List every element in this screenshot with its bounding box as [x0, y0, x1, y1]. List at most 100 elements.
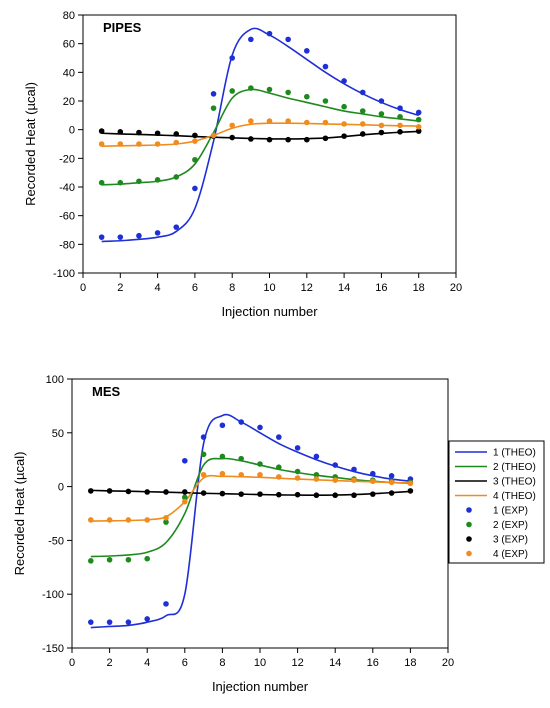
pipes-series-1-exp-point	[248, 36, 254, 43]
pipes-series-4-exp-point	[192, 138, 198, 144]
pipes-series-2-exp-point	[322, 98, 329, 104]
pipes-y-tick-label: -20	[59, 153, 75, 165]
pipes-panel: 0 2 4 6 8 10 12 14 16 18 20 -100 -80 -60 -40 -20 0 20 40 60…	[23, 10, 462, 319]
pipes-series-2-exp-point	[192, 156, 198, 163]
mes-x-tick-label: 8	[219, 657, 225, 669]
mes-series-3-exp-point	[276, 491, 282, 498]
mes-series-3-exp-point	[351, 492, 357, 499]
mes-series-1-exp-point	[106, 619, 113, 625]
mes-x-tick-label: 10	[254, 657, 266, 669]
pipes-panel-title: PIPES	[103, 20, 142, 35]
mes-series-3-exp-point	[200, 490, 207, 496]
mes-series-1-exp-point	[88, 619, 94, 625]
pipes-x-tick-label: 6	[192, 282, 198, 294]
mes-y-tick-label: 100	[46, 374, 64, 386]
mes-series-2-exp-point	[294, 468, 301, 475]
mes-series-1-exp-point	[332, 462, 339, 468]
pipes-x-tick-label: 14	[338, 282, 350, 294]
mes-y-axis-label: Recorded Heat (µcal)	[12, 452, 27, 576]
mes-series-1-exp-point	[163, 601, 169, 607]
pipes-series-2-theo-line	[101, 88, 419, 186]
pipes-series-3-exp-point	[378, 129, 385, 136]
mes-series-4-exp-point	[106, 517, 113, 523]
pipes-series-3-theo-line	[101, 130, 419, 140]
pipes-series-2-exp-point	[397, 113, 403, 120]
mes-series-2-exp-point	[182, 494, 188, 501]
mes-series-1-exp-point	[313, 453, 320, 460]
pipes-series-4-exp-point	[98, 141, 105, 147]
mes-y-tick-label: -150	[42, 643, 64, 655]
legend-dot-swatch	[466, 521, 472, 528]
pipes-series-3-exp-point	[229, 134, 235, 141]
mes-x-tick-label: 6	[182, 657, 188, 669]
mes-series-4-exp-point	[313, 476, 320, 482]
pipes-series-2-exp-point	[378, 111, 385, 117]
pipes-series-2-exp-point	[173, 174, 180, 180]
mes-series-4-exp-point	[276, 474, 282, 480]
mes-y-tick-label: -50	[48, 535, 64, 547]
mes-x-tick-label: 0	[69, 657, 75, 669]
mes-series-2-exp-point	[276, 464, 282, 471]
mes-y-tick-label: 50	[52, 428, 64, 440]
mes-series-1-exp-point	[257, 424, 263, 431]
mes-series-4-exp-point	[200, 471, 207, 478]
mes-series-1-exp-point	[219, 422, 226, 429]
mes-series-2-exp-point	[144, 555, 150, 562]
mes-series-3-exp-point	[106, 488, 113, 494]
pipes-series-1-exp-point	[322, 63, 329, 70]
mes-series-4-exp-point	[370, 478, 376, 485]
pipes-series-2-exp-point	[415, 116, 422, 123]
pipes-series-1-exp-point	[210, 91, 217, 97]
pipes-series-3-exp-point	[98, 128, 105, 134]
pipes-series-2-exp-point	[341, 103, 347, 110]
mes-series-4-exp-point	[294, 475, 301, 481]
pipes-series-4-exp-point	[266, 118, 273, 124]
mes-series-1-exp-point	[182, 457, 188, 464]
pipes-series-2-exp-point	[229, 88, 235, 94]
pipes-series-3-exp-point	[359, 131, 366, 137]
legend-label: 1 (EXP)	[493, 506, 528, 517]
legend-label: 4 (THEO)	[493, 491, 536, 502]
legend-label: 1 (THEO)	[493, 448, 536, 459]
pipes-x-axis-label: Injection number	[221, 304, 318, 319]
mes-x-tick-label: 20	[442, 657, 454, 669]
mes-y-tick-label: 0	[58, 482, 64, 494]
mes-series-3-exp-point	[88, 488, 94, 494]
pipes-x-tick-label: 2	[117, 282, 123, 294]
pipes-series-2-exp-point	[285, 89, 291, 96]
pipes-series-4-exp-point	[210, 132, 217, 139]
mes-x-tick-label: 4	[144, 657, 150, 669]
mes-series-1-theo-line	[90, 413, 411, 629]
mes-series-3-exp-point	[144, 489, 150, 495]
mes-series-4-exp-point	[238, 471, 244, 478]
pipes-series-4-exp-point	[322, 119, 329, 126]
mes-series-2-exp-point	[88, 558, 94, 564]
pipes-series-4-exp-point	[304, 119, 310, 126]
mes-series-3-exp-point	[294, 491, 301, 498]
mes-x-axis-label: Injection number	[212, 679, 309, 694]
mes-series-4-theo-line	[90, 474, 411, 522]
pipes-series-4-exp-point	[397, 122, 403, 129]
pipes-series-3-exp-point	[266, 136, 273, 143]
pipes-x-tick-label: 0	[80, 282, 86, 294]
mes-x-tick-label: 2	[107, 657, 113, 669]
mes-series-4-exp-point	[144, 517, 150, 523]
pipes-series-1-exp-point	[154, 230, 161, 236]
legend-dot-swatch	[466, 507, 472, 513]
pipes-x-tick-label: 16	[375, 282, 387, 294]
pipes-y-tick-label: -40	[59, 182, 75, 194]
mes-series-2-exp-point	[106, 556, 113, 563]
mes-series-1-exp-point	[294, 445, 301, 451]
legend-dot-swatch	[466, 536, 472, 542]
mes-series-4-exp-point	[88, 517, 94, 523]
mes-series-2-exp-point	[257, 461, 263, 467]
mes-series-3-exp-point	[125, 488, 132, 495]
pipes-series-3-exp-point	[322, 135, 329, 142]
mes-series-4-exp-point	[388, 479, 395, 486]
mes-series-3-exp-point	[332, 492, 339, 499]
pipes-series-4-exp-point	[285, 118, 291, 124]
pipes-series-4-exp-point	[415, 124, 422, 130]
pipes-series-1-exp-point	[378, 98, 385, 104]
pipes-series-2-exp-point	[117, 179, 124, 186]
pipes-series-4-exp-point	[378, 122, 385, 129]
